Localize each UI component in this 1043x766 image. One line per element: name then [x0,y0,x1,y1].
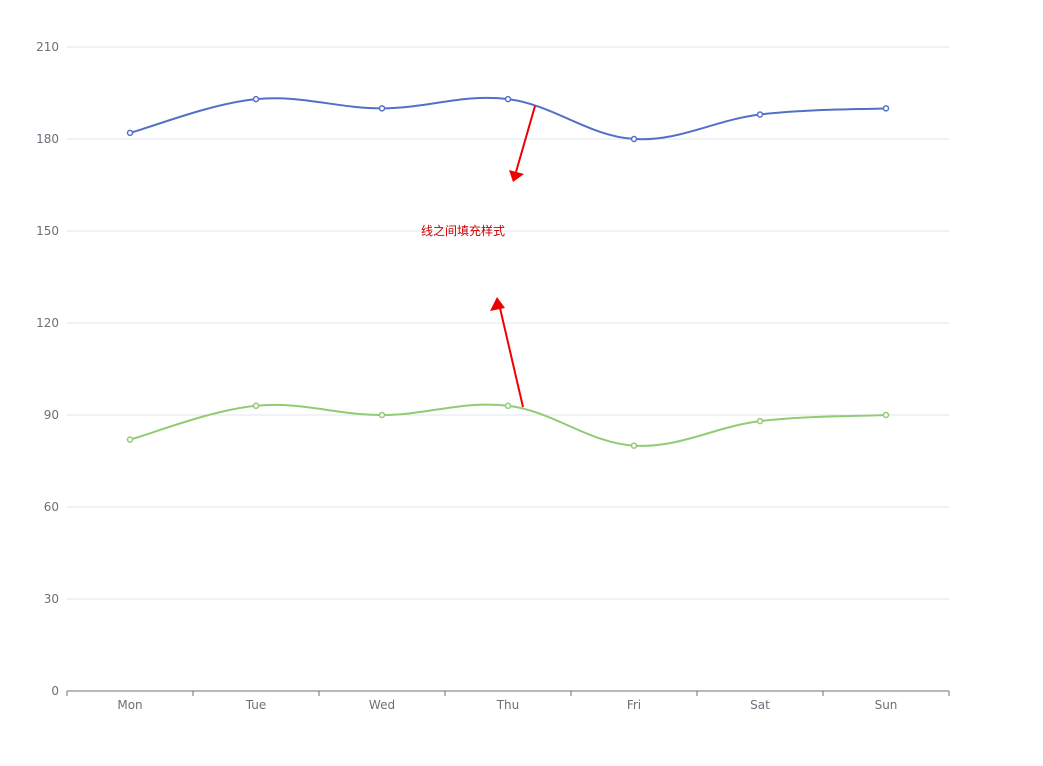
y-tick-label: 60 [44,500,59,514]
series-2-point [126,436,134,443]
series-line-1 [129,96,887,141]
y-tick-label: 210 [36,40,59,54]
y-tick-label: 120 [36,316,59,330]
y-tick-label: 150 [36,224,59,238]
x-tick-label: Wed [369,698,395,712]
series-1-point [126,129,134,137]
series-2-point [630,442,638,449]
annotation-layer: 线之间填充样式 [421,105,536,408]
series-1-point [252,95,260,103]
y-gridlines [67,46,949,600]
series-1-point [504,95,512,103]
series-1-point [756,111,764,118]
y-tick-label: 0 [51,684,59,698]
x-tick-label: Mon [117,698,142,712]
series-layer [126,95,890,449]
series-2-point [378,411,386,419]
y-axis: 0 30 60 90 120 150 180 210 [36,40,59,698]
series-1-point [630,135,638,143]
x-tick-label: Fri [627,698,641,712]
annotation-arrow-up-head [490,297,505,311]
y-tick-label: 30 [44,592,59,606]
series-2-point [252,402,260,410]
series-1-point [378,105,386,112]
annotation-arrow-down [515,105,536,173]
x-tick-label: Sun [875,698,898,712]
annotation-arrow-down-head [509,170,524,182]
x-tick-label: Sat [750,698,770,712]
series-2-point [504,402,512,410]
x-tick-label: Tue [245,698,267,712]
series-1-point [882,105,890,112]
series-2-point [756,417,764,425]
series-line-2 [129,403,887,447]
x-axis: Mon Tue Wed Thu Fri Sat Sun [66,690,950,712]
y-tick-label: 90 [44,408,59,422]
series-2-point [882,411,890,419]
annotation-label: 线之间填充样式 [421,223,505,238]
x-tick-label: Thu [496,698,520,712]
y-tick-label: 180 [36,132,59,146]
annotation-arrow-up [499,307,524,408]
